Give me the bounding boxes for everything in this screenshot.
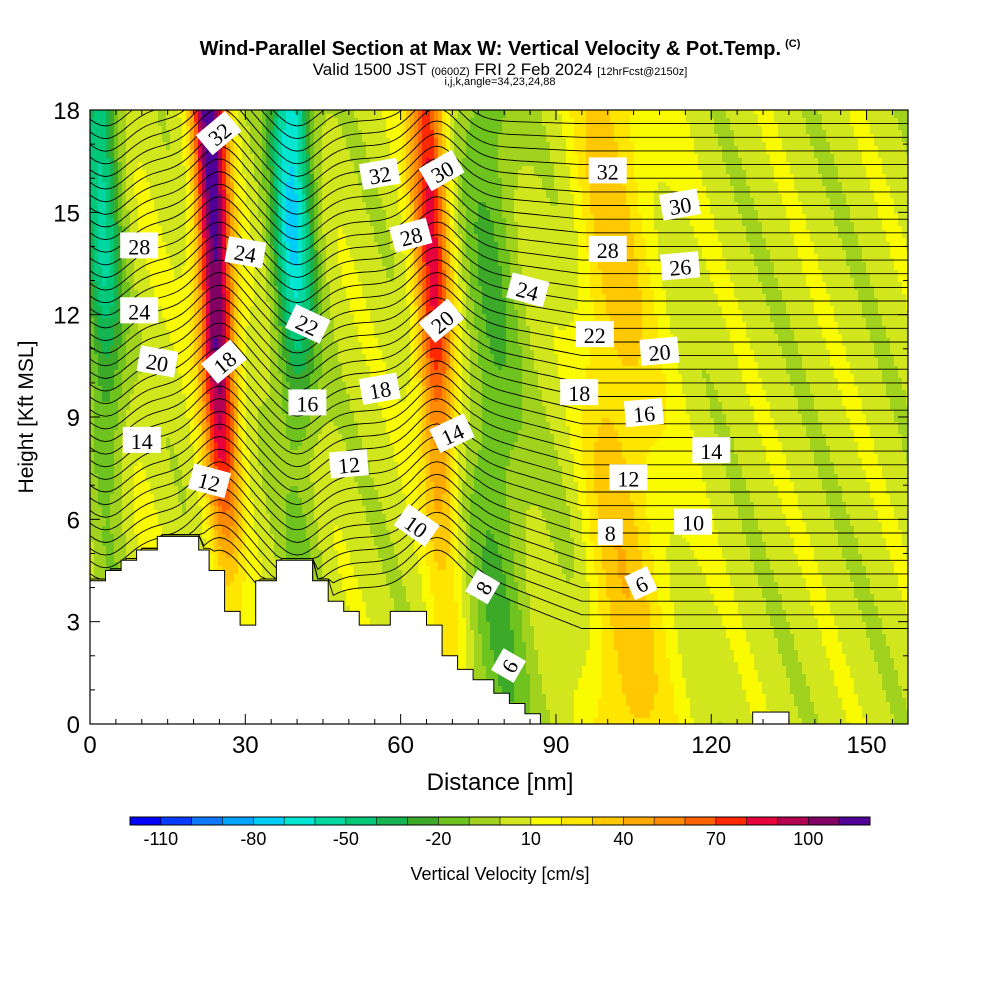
y-tick-label: 0 [67, 712, 80, 739]
colorbar-swatch [130, 817, 162, 825]
x-tick-label: 30 [232, 732, 259, 759]
contour-label: 28 [588, 235, 627, 263]
contour-label: 24 [224, 236, 267, 269]
colorbar-swatch [839, 817, 871, 825]
colorbar-tick-label: 70 [706, 829, 726, 849]
contour-label: 14 [429, 413, 475, 454]
colorbar-swatch [746, 817, 778, 825]
contour-label: 22 [285, 304, 331, 344]
colorbar-tick-label: -50 [333, 829, 359, 849]
colorbar-swatch [623, 817, 655, 825]
colorbar-tick-label: 10 [521, 829, 541, 849]
contour-label: 12 [187, 463, 232, 499]
colorbar-swatch [715, 817, 747, 825]
valid-utc: (0600Z) [431, 66, 470, 78]
contour-label: 10 [674, 508, 713, 536]
colorbar-swatch [469, 817, 501, 825]
y-axis-label: Height [Kft MSL] [15, 341, 38, 494]
contour-label: 28 [120, 232, 159, 259]
y-tick-label: 6 [67, 507, 80, 534]
forecast-info: [12hrFcst@2150z] [597, 66, 687, 78]
x-tick-label: 0 [83, 732, 96, 759]
contour-label: 14 [692, 437, 731, 464]
contour-label: 26 [660, 251, 701, 281]
contour-label: 18 [358, 372, 401, 405]
contour-label: 28 [389, 217, 433, 253]
contour-label: 6 [624, 566, 658, 601]
contour-label: 24 [120, 297, 159, 324]
colorbar-swatch [592, 817, 624, 825]
contour-label: 16 [623, 397, 664, 428]
colorbar-swatch [777, 817, 809, 825]
colorbar-tick-label: 100 [793, 829, 823, 849]
contour-label: 20 [136, 345, 179, 378]
contour-label: 12 [328, 449, 369, 479]
contour-label: 32 [358, 157, 401, 190]
colorbar-tick-label: -80 [240, 829, 266, 849]
colorbar-swatch [253, 817, 285, 825]
colorbar-swatch [561, 817, 593, 825]
x-axis-label: Distance [nm] [427, 769, 574, 796]
colorbar-swatch [315, 817, 347, 825]
colorbar-swatch [685, 817, 717, 825]
contour-label: 22 [575, 321, 614, 348]
vertical-velocity-field [90, 110, 908, 724]
contour-label: 20 [639, 336, 680, 366]
contour-label: 18 [560, 379, 599, 406]
x-tick-label: 60 [387, 732, 414, 759]
chart-title-text: Wind-Parallel Section at Max W: Vertical… [200, 38, 781, 60]
colorbar-label: Vertical Velocity [cm/s] [410, 864, 589, 884]
contour-label: 8 [597, 519, 623, 546]
colorbar-swatch [500, 817, 532, 825]
colorbar: -110 -80 -50 -20 10 40 70 100 [129, 816, 871, 849]
x-tick-label: 150 [847, 732, 887, 759]
valid-date: FRI 2 Feb 2024 [474, 60, 592, 79]
colorbar-swatch [160, 817, 192, 825]
y-tick-label: 9 [67, 405, 80, 432]
colorbar-swatch [376, 817, 408, 825]
colorbar-swatch [222, 817, 254, 825]
y-axis: 0 3 6 9 12 15 18 [53, 98, 908, 739]
colorbar-tick-label: -20 [425, 829, 451, 849]
contour-label: 12 [609, 464, 648, 491]
y-tick-label: 15 [53, 200, 80, 227]
y-tick-label: 3 [67, 610, 80, 637]
contour-label: 14 [122, 426, 161, 454]
contour-label: 6 [491, 648, 527, 683]
y-tick-label: 18 [53, 98, 80, 125]
colorbar-swatch [284, 817, 316, 825]
valid-prefix: Valid 1500 JST [313, 60, 427, 79]
colorbar-swatch [530, 817, 562, 825]
y-tick-label: 12 [53, 303, 80, 330]
potential-temperature-contours [90, 110, 908, 629]
colorbar-swatch [438, 817, 470, 825]
colorbar-swatch [191, 817, 223, 825]
x-tick-label: 90 [543, 732, 570, 759]
colorbar-swatch [808, 817, 840, 825]
colorbar-tick-label: -110 [143, 829, 178, 849]
valid-time: Valid 1500 JST (0600Z) FRI 2 Feb 2024 [1… [0, 60, 1000, 80]
chart-title: Wind-Parallel Section at Max W: Vertical… [0, 38, 1000, 61]
colorbar-tick-label: 40 [613, 829, 633, 849]
x-axis: 0 30 60 90 120 150 [83, 110, 893, 759]
contour-label: 16 [288, 389, 327, 416]
colorbar-swatch [407, 817, 439, 825]
copyright-mark: (C) [785, 38, 800, 50]
colorbar-swatch [654, 817, 686, 825]
contour-label: 8 [465, 569, 501, 605]
contour-label: 32 [588, 157, 627, 184]
terrain-profile [89, 535, 908, 725]
colorbar-swatch [345, 817, 377, 825]
contour-label: 24 [506, 272, 550, 308]
contour-label: 30 [659, 188, 701, 221]
x-tick-label: 120 [691, 732, 731, 759]
grid-info: i,j,k,angle=34,23,24,88 [0, 76, 1000, 88]
